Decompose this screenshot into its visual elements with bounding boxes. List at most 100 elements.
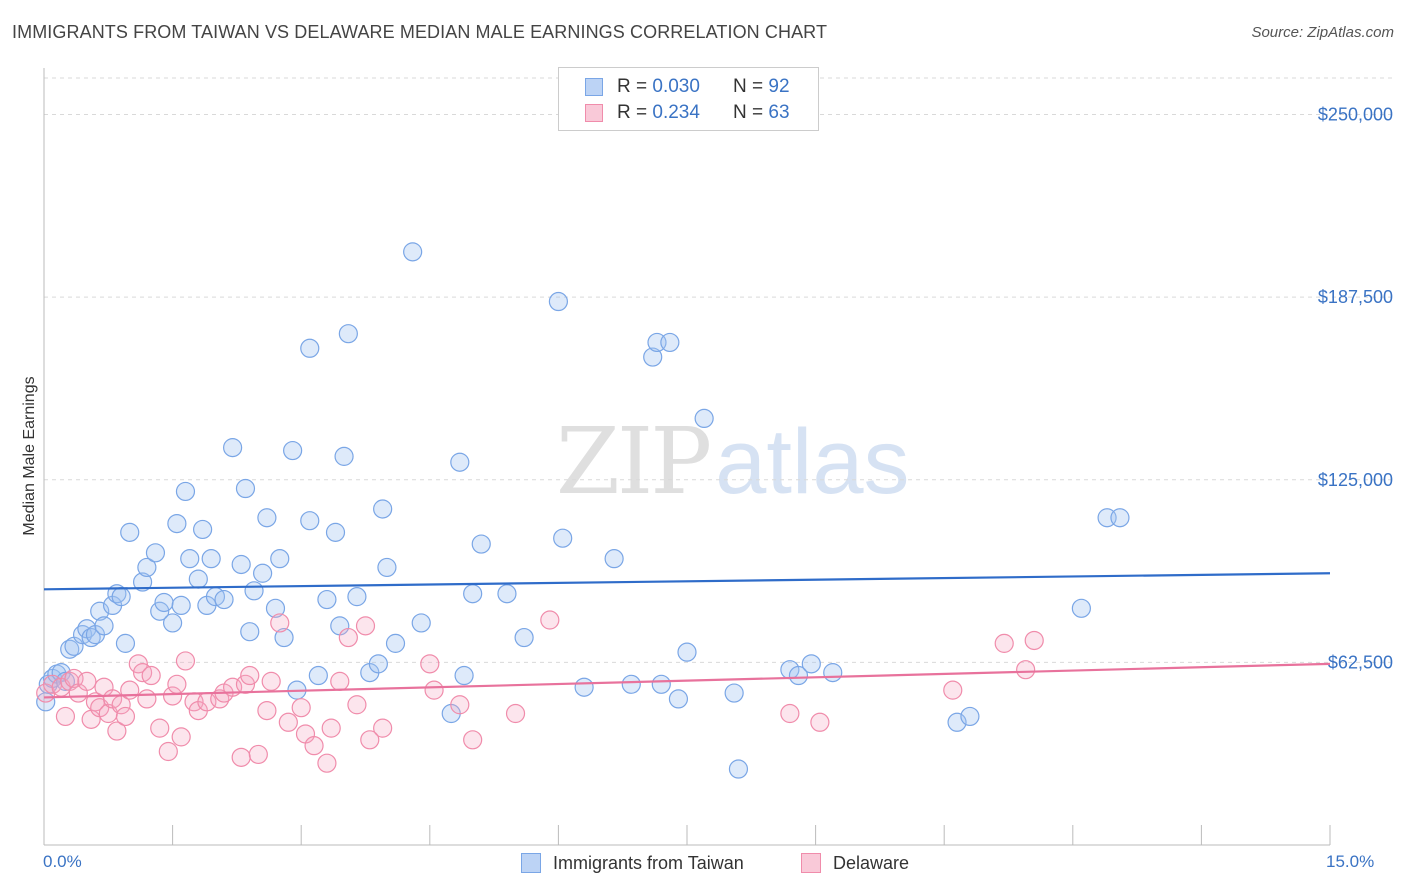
taiwan-point [175,481,196,502]
delaware-point [261,671,281,691]
taiwan-point [120,522,140,542]
delaware-point [141,665,161,686]
delaware-point [240,665,260,686]
delaware-point [175,651,196,671]
taiwan-point [694,408,714,429]
taiwan-point [274,627,294,648]
delaware-point [424,680,444,700]
taiwan-point [308,665,328,686]
delaware-point [270,613,290,633]
delaware-point [355,616,376,636]
y-tick-label: $62,500 [1328,652,1393,672]
taiwan-trend-line [43,572,1331,591]
x-axis-min-label: 0.0% [43,852,82,871]
delaware-point [304,736,324,756]
source-label: Source: ZipAtlas.com [1251,24,1394,41]
watermark: ZIPatlas [556,408,910,515]
taiwan-point [270,549,290,569]
legend-swatch-taiwan [585,78,603,96]
bottom-legend-taiwan: Immigrants from Taiwan [521,853,744,874]
delaware-point [780,703,800,724]
taiwan-point [300,511,320,531]
taiwan-point [188,569,208,589]
taiwan-point [514,627,534,648]
taiwan-point [548,291,569,312]
legend: R = 0.030 N = 92 R = 0.234 N = 63 [558,67,819,131]
taiwan-point [621,674,641,694]
taiwan-point [137,557,157,578]
taiwan-point [265,598,286,618]
bottom-legend-label-delaware: Delaware [833,853,910,873]
taiwan-point [163,613,183,633]
taiwan-point [788,665,809,686]
delaware-point [360,730,380,750]
delaware-point [278,712,298,732]
taiwan-point [463,584,483,604]
delaware-point [235,674,256,694]
taiwan-point [373,499,393,519]
taiwan-point [253,563,273,583]
bottom-legend-delaware: Delaware [801,853,909,874]
delaware-point [107,721,127,741]
taiwan-point [115,633,136,653]
taiwan-point [1110,508,1130,528]
taiwan-point [154,592,174,613]
legend-n-taiwan: N = 92 [733,76,790,97]
delaware-point [317,753,337,773]
chart-title: IMMIGRANTS FROM TAIWAN VS DELAWARE MEDIA… [12,22,828,42]
taiwan-point [377,557,397,578]
taiwan-point [167,513,187,534]
taiwan-point [223,438,243,458]
taiwan-point [150,601,170,621]
taiwan-point [450,452,470,472]
taiwan-point [960,706,980,727]
delaware-point [540,610,560,630]
taiwan-point [497,584,517,604]
delaware-point [77,671,97,691]
taiwan-point [145,543,166,563]
y-tick-label: $187,500 [1318,287,1393,307]
taiwan-point [132,572,153,592]
delaware-point [231,747,251,767]
taiwan-point [385,633,406,653]
delaware-point [163,686,183,706]
taiwan-point [193,519,213,540]
taiwan-point [553,528,573,548]
delaware-point [994,633,1014,653]
taiwan-point [283,440,303,461]
delaware-point [943,680,963,700]
taiwan-point [454,665,474,686]
delaware-point [248,744,268,765]
taiwan-point [347,587,367,607]
taiwan-point [111,587,131,607]
delaware-point [257,700,277,721]
delaware-point [150,718,170,738]
delaware-point [171,727,191,747]
legend-swatch-delaware [585,104,603,122]
watermark-zip: ZIP [556,408,712,515]
delaware-point [1016,660,1036,680]
bottom-legend-label-taiwan: Immigrants from Taiwan [553,853,744,873]
delaware-point [55,706,76,727]
delaware-point [115,706,136,727]
y-tick-label: $250,000 [1318,105,1393,125]
legend-n-delaware: N = 63 [733,102,790,123]
delaware-point [128,654,148,674]
taiwan-point [801,654,821,674]
y-tick-label: $125,000 [1318,470,1393,490]
delaware-point [1024,630,1044,651]
taiwan-point [94,616,114,636]
delaware-point [291,698,311,718]
taiwan-point [317,589,337,610]
taiwan-point [201,549,221,569]
delaware-point [450,695,470,715]
delaware-point [158,741,178,762]
legend-r-taiwan: R = 0.030 [617,76,700,97]
taiwan-point [651,674,671,694]
delaware-point [420,654,440,674]
delaware-point [347,695,367,715]
delaware-trend-line [43,662,1331,699]
taiwan-point [1071,598,1091,618]
taiwan-point [244,581,264,601]
